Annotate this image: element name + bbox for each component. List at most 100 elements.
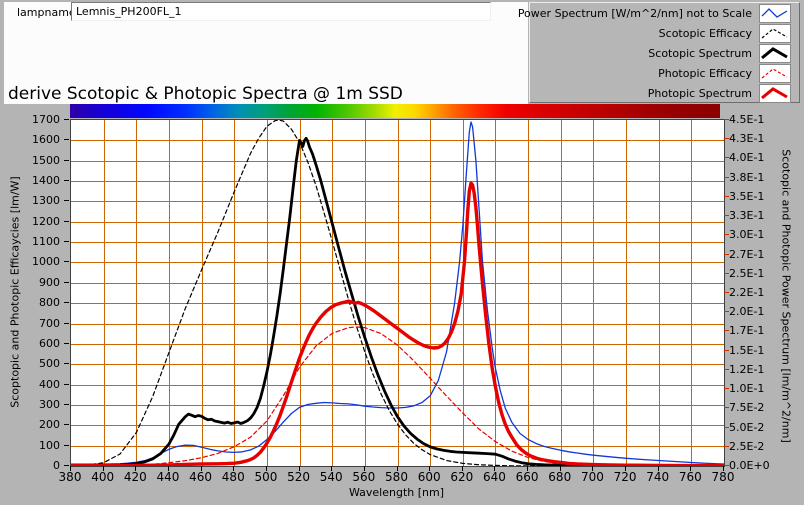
right-axis-tick <box>724 157 729 159</box>
left-axis-tick <box>64 281 69 283</box>
x-axis-tick-label: 400 <box>91 470 115 484</box>
left-axis-tick-label: 800 <box>39 296 60 310</box>
series-power-spectrum-w-m-2-nm-not-to-scale <box>70 121 725 466</box>
x-axis-tick-label: 540 <box>319 470 343 484</box>
right-axis-tick <box>724 445 729 447</box>
x-axis-tick-label: 480 <box>221 470 245 484</box>
x-axis-tick <box>265 466 267 471</box>
right-axis-tick <box>724 330 729 332</box>
left-axis-tick <box>64 424 69 426</box>
left-axis-tick-label: 1300 <box>32 194 60 208</box>
left-axis-tick-label: 900 <box>39 275 60 289</box>
x-axis-tick-label: 440 <box>156 470 180 484</box>
right-axis-tick <box>724 234 729 236</box>
legend-item[interactable]: Scotopic Efficacy <box>530 23 799 43</box>
series-scotopic-efficacy <box>70 119 725 467</box>
right-axis-tick <box>724 253 729 255</box>
plot-legend: Power Spectrum [W/m^2/nm] not to Scale Sc… <box>518 2 800 103</box>
legend-glyph <box>761 46 788 59</box>
lampname-field[interactable] <box>71 2 491 21</box>
x-axis-tick-label: 580 <box>385 470 408 484</box>
left-axis-tick-label: 0 <box>53 459 60 472</box>
left-axis-tick-label: 100 <box>39 438 60 452</box>
right-axis-tick-label: 3.3E-1 <box>729 209 765 223</box>
left-axis-tick <box>64 200 69 202</box>
x-axis-tick <box>298 466 300 471</box>
series-scotopic-spectrum <box>69 136 726 468</box>
legend-line-sample-icon[interactable] <box>759 3 791 23</box>
visible-spectrum-colorbar <box>70 104 720 118</box>
left-axis-tick <box>64 159 69 161</box>
x-axis-tick-label: 560 <box>352 470 376 484</box>
spectra-chart <box>69 119 726 468</box>
plot-area <box>69 119 726 468</box>
left-axis-tick <box>64 465 69 466</box>
legend-line-sample-icon[interactable] <box>759 23 791 43</box>
x-axis-tick-label: 720 <box>613 470 637 484</box>
legend-item[interactable]: Power Spectrum [W/m^2/nm] not to Scale <box>518 3 799 23</box>
right-axis-tick <box>724 426 729 428</box>
legend-item[interactable]: Photopic Spectrum <box>530 83 799 103</box>
x-axis-tick-label: 760 <box>678 470 702 484</box>
right-axis-tick-label: 1.2E-1 <box>729 362 765 376</box>
right-axis-tick-label: 4.3E-1 <box>729 132 765 146</box>
x-axis-tick <box>167 466 169 471</box>
left-axis-tick-label: 500 <box>39 357 60 371</box>
grid-lines <box>71 120 724 466</box>
legend-glyph <box>761 67 788 78</box>
left-axis-tick <box>64 241 69 243</box>
left-axis-tick <box>64 180 69 182</box>
legend-item-label: Scotopic Efficacy <box>658 26 752 40</box>
left-axis-tick-label: 1500 <box>32 153 60 167</box>
legend-line-sample-icon[interactable] <box>759 43 791 63</box>
x-axis-tick <box>102 466 104 471</box>
right-axis-tick <box>724 195 729 197</box>
x-axis-tick <box>363 466 365 471</box>
left-axis-tick-label: 1700 <box>32 113 60 126</box>
legend-item[interactable]: Scotopic Spectrum <box>530 43 799 63</box>
x-axis-tick <box>135 466 137 471</box>
left-axis-tick-label: 700 <box>39 316 60 330</box>
right-axis-tick-label: 1.5E-1 <box>729 343 765 357</box>
legend-glyph <box>761 86 788 99</box>
right-axis-title: Scotopic and Photopic Power Spectrum [lm… <box>779 149 793 443</box>
x-axis-tick-label: 660 <box>515 470 539 484</box>
x-axis-tick <box>233 466 235 471</box>
legend-item-label: Scotopic Spectrum <box>648 46 752 60</box>
legend-line-sample-icon[interactable] <box>759 63 791 83</box>
left-axis-tick <box>64 403 69 405</box>
x-axis-tick-label: 640 <box>482 470 506 484</box>
legend-line-sample-icon[interactable] <box>759 83 791 103</box>
left-axis-tick <box>64 119 69 120</box>
left-axis-tick <box>64 322 69 324</box>
left-axis-tick-label: 400 <box>39 377 60 391</box>
x-axis-tick <box>461 466 463 471</box>
left-axis-tick <box>64 444 69 446</box>
right-axis-tick <box>724 119 729 120</box>
x-axis-tick <box>559 466 561 471</box>
left-axis-tick-label: 200 <box>39 418 60 432</box>
right-axis-tick <box>724 311 729 313</box>
x-axis-tick <box>200 466 202 471</box>
left-axis-tick <box>64 342 69 344</box>
left-axis-tick <box>64 261 69 263</box>
x-axis-tick <box>331 466 333 471</box>
legend-item-label: Power Spectrum [W/m^2/nm] not to Scale <box>517 6 752 20</box>
left-axis-tick <box>64 139 69 141</box>
legend-item[interactable]: Photopic Efficacy <box>530 63 799 83</box>
x-axis-title: Wavelength [nm] <box>348 486 445 499</box>
right-axis-tick <box>724 215 729 217</box>
right-axis-tick-label: 5.0E-2 <box>729 420 765 434</box>
x-axis-tick <box>690 466 692 471</box>
legend-glyph <box>761 7 788 18</box>
legend-glyph-line <box>761 27 788 38</box>
graph-title: derive Scotopic & Photopic Spectra @ 1m … <box>8 84 403 104</box>
legend-glyph-line <box>761 46 788 59</box>
x-axis-tick-label: 380 <box>58 470 82 484</box>
right-axis-tick <box>724 138 729 140</box>
left-axis-tick-label: 1600 <box>32 133 60 147</box>
x-axis-tick-label: 700 <box>580 470 604 484</box>
left-axis-tick-label: 600 <box>39 336 60 350</box>
right-axis-tick <box>724 465 729 466</box>
